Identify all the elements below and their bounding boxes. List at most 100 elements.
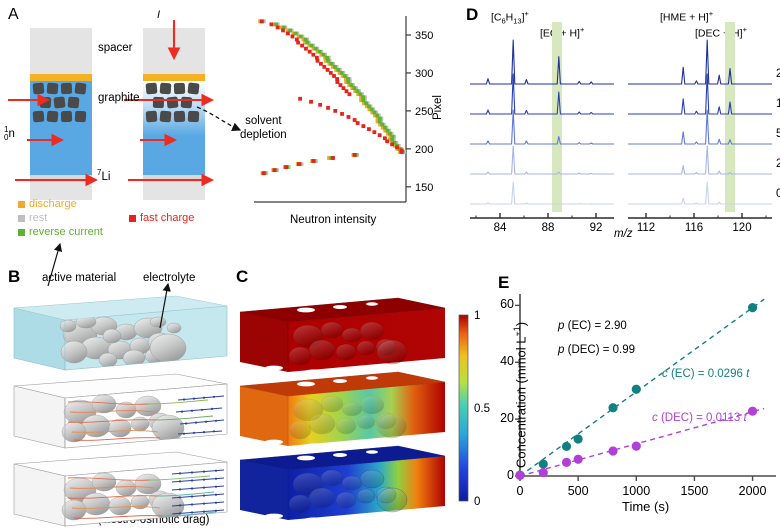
panel-b-render-1 [13, 242, 228, 371]
annotation-p-ec: p (EC) = 2.90 [558, 320, 627, 332]
panel-e-ytick-20: 20 [500, 411, 514, 426]
panel-d-axes [470, 213, 772, 219]
panel-a-letter: A [8, 6, 19, 23]
panel-a-ylabel: Pixel [432, 95, 444, 120]
peak-label-hme: [HME + H]+ [660, 9, 714, 24]
panel-e-xtick-0: 0 [516, 484, 524, 498]
annotation-c-ec-text: (EC) = 0.0296 t [670, 368, 750, 380]
annotation-c-dec: c (DEC) = 0.0113 t [652, 412, 747, 424]
panel-c-renders [239, 297, 446, 523]
svg-text:350: 350 [415, 30, 433, 42]
panel-e-xtick-2000: 2000 [738, 484, 767, 498]
legend-label-discharge: discharge [29, 198, 77, 210]
legend-label-reverse-current: reverse current [29, 226, 103, 238]
panel-d-letter: D [466, 5, 479, 24]
panel-e-xlabel: Time (s) [622, 499, 670, 514]
panel-a-yticks: 150 200 250 300 350 [406, 30, 433, 194]
panel-e-xtick-1500: 1500 [680, 484, 709, 498]
legend-swatch-reverse-current [18, 228, 25, 236]
legend-swatch-rest [18, 214, 25, 222]
colorbar-min-label: 0 [474, 496, 481, 508]
panel-e-letter: E [498, 273, 510, 292]
panel-e-xtick-1000: 1000 [622, 484, 651, 498]
label-li7: 7Li [97, 168, 111, 183]
current-collector-left [30, 175, 92, 182]
panel-a-legend-fastcharge: fast charge [129, 211, 194, 225]
panel-d-spectra [470, 22, 772, 219]
svg-text:300: 300 [415, 68, 433, 80]
colorbar-mid-label: 0.5 [474, 403, 490, 415]
separator-left [30, 74, 92, 81]
panel-e-plot [515, 294, 776, 481]
annotation-c-dec-text: (DEC) = 0.0113 t [660, 412, 747, 424]
panel-d-tick-116: 116 [684, 222, 704, 234]
panel-d-tick-112: 112 [636, 222, 656, 234]
panel-a-schematic [8, 20, 242, 200]
annotation-p-dec-text: (DEC) = 0.99 [567, 344, 636, 356]
panel-e-ytick-0: 0 [507, 468, 514, 482]
label-neutron: 1 0 n [4, 126, 15, 142]
panel-d-xlabel: m/z [614, 228, 633, 240]
label-graphite: graphite [98, 92, 140, 104]
label-spacer: spacer [98, 42, 133, 54]
panel-d-tick-92: 92 [589, 222, 603, 234]
panel-c-render-3 [239, 445, 446, 523]
panel-b-render-2 [13, 373, 228, 449]
peak-label-c6h13: [C6H13]+ [491, 9, 529, 26]
panel-d-tick-120: 120 [732, 222, 752, 234]
spacer-left [30, 28, 92, 74]
panel-d-traces [470, 39, 772, 205]
base-right [143, 182, 205, 200]
current-collector-right [143, 175, 205, 182]
panel-a-xlabel: Neutron intensity [290, 214, 377, 226]
panel-d-trace-label-2: 500 s [776, 128, 780, 140]
panel-e-ytick-60: 60 [500, 297, 514, 312]
panel-a-datapoints [258, 19, 406, 176]
solvent-depletion-line1: solvent [245, 115, 282, 127]
legend-swatch-fast-charge [129, 214, 136, 222]
graphite-electrode-left [30, 81, 92, 175]
label-active-material: active material [42, 272, 117, 284]
panel-e-ytick-40: 40 [500, 354, 514, 369]
panel-a-legend: discharge rest reverse current [18, 197, 103, 239]
legend-label-rest: rest [29, 212, 48, 224]
panel-d-trace-label-4: 0 s [776, 188, 780, 200]
legend-item-rest: rest [18, 211, 103, 225]
panel-c-letter: C [236, 267, 249, 286]
highlight-dec [725, 22, 735, 212]
panel-b-render-3 [13, 451, 228, 527]
panel-d-trace-label-0: 2000 s [776, 68, 780, 80]
legend-label-fast-charge: fast charge [140, 212, 195, 224]
colorbar-max-label: 1 [474, 310, 481, 322]
neutron-symbol: n [8, 128, 15, 141]
base-left [30, 182, 92, 200]
svg-text:250: 250 [415, 106, 433, 118]
legend-item-fast-charge: fast charge [129, 211, 194, 225]
panel-c-colorbar [458, 314, 469, 502]
label-electrolyte: electrolyte [143, 272, 196, 284]
label-current-i: I [157, 9, 161, 21]
solvent-depletion-line2: depletion [240, 129, 287, 141]
svg-text:200: 200 [415, 144, 433, 156]
graphite-particles-left [32, 82, 87, 123]
panel-d-trace-label-3: 200 s [776, 158, 780, 170]
panel-d-tick-88: 88 [541, 222, 555, 234]
annotation-p-dec: p (DEC) = 0.99 [558, 344, 636, 356]
svg-text:150: 150 [415, 182, 433, 194]
solvent-depletion-leader [196, 106, 242, 132]
peak-label-dec: [DEC + H]+ [695, 25, 747, 40]
legend-swatch-discharge [18, 200, 25, 208]
legend-item-discharge: discharge [18, 197, 103, 211]
annotation-p-ec-text: (EC) = 2.90 [567, 320, 627, 332]
panel-d-tick-84: 84 [493, 222, 507, 234]
panel-c-render-1 [239, 297, 446, 375]
panel-e-datapoints [515, 303, 758, 481]
label-solvent-depletion: solvent depletion [240, 114, 287, 142]
panel-e-fitlines [519, 298, 765, 477]
panel-e-xtick-500: 500 [567, 484, 589, 498]
panel-b-letter: B [8, 267, 21, 286]
graphite-electrode-right [143, 81, 205, 175]
highlight-ec [552, 22, 562, 212]
legend-item-reverse-current: reverse current [18, 225, 103, 239]
annotation-c-ec: c (EC) = 0.0296 t [662, 368, 750, 380]
